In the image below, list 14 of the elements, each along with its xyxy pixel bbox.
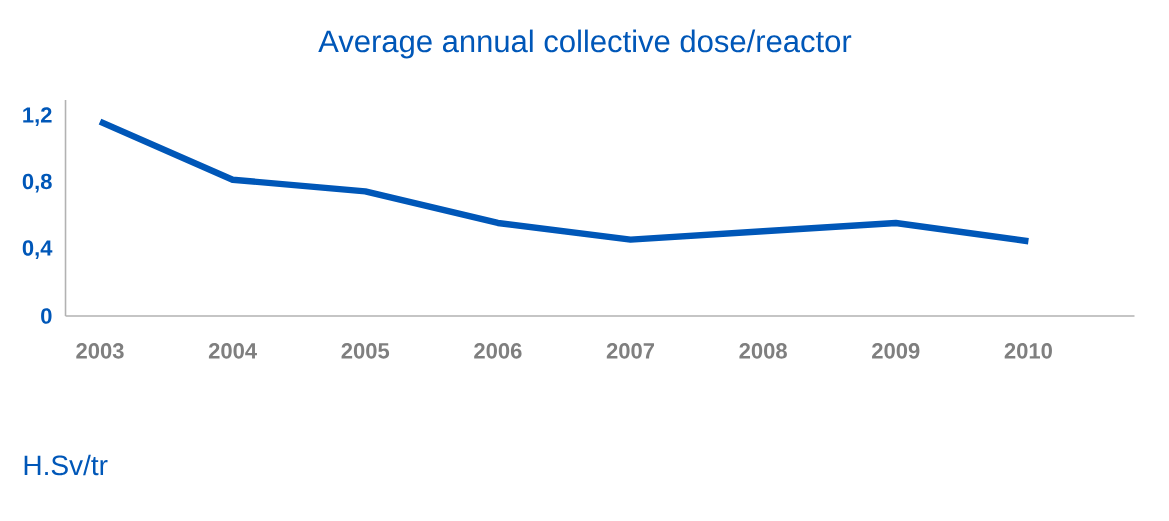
x-tick-label: 2008 bbox=[739, 343, 787, 359]
y-tick-label: 0,8 bbox=[22, 173, 52, 193]
y-tick-label: 1,2 bbox=[23, 107, 52, 127]
y-tick-label: 0 bbox=[41, 308, 52, 324]
x-tick-label: 2004 bbox=[208, 343, 257, 359]
x-tick-label: 2003 bbox=[76, 343, 124, 359]
y-axis-title: H.Sv/tr bbox=[24, 454, 108, 476]
x-tick-label: 2010 bbox=[1004, 343, 1052, 359]
x-tick-label: 2007 bbox=[606, 343, 654, 359]
x-tick-label: 2005 bbox=[341, 343, 390, 359]
chart-title: Average annual collective dose/reactor bbox=[318, 29, 852, 59]
y-tick-label: 0,4 bbox=[22, 240, 53, 259]
x-tick-label: 2009 bbox=[872, 343, 920, 359]
x-tick-label: 2006 bbox=[474, 343, 522, 359]
